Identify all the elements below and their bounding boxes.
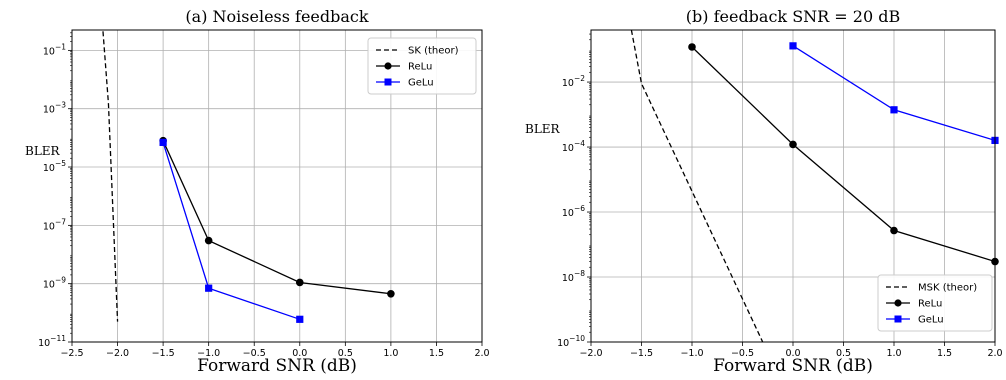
x-tick-label: 2.0 [987,348,1002,359]
x-tick-label: −1.5 [630,348,653,359]
x-tick-label: 1.0 [383,348,398,359]
legend-label-msk-theor: MSK (theor) [918,283,977,294]
y-tick-label: 10−4 [562,139,585,154]
x-tick-label: −0.5 [243,348,266,359]
plot-area [102,31,391,322]
legend-marker-gelu [384,78,392,86]
legend-label-gelu: GeLu [918,315,944,326]
chart-title: (b) feedback SNR = 20 dB [686,7,900,26]
y-axis-label: BLER [25,144,61,158]
y-tick-label: 10−6 [562,204,585,219]
data-point-relu [688,43,696,51]
series-line-msk-theor [630,30,764,342]
y-tick-label: 10−9 [43,276,66,291]
y-tick-label: 10−11 [38,334,66,349]
x-tick-label: 1.0 [886,348,901,359]
x-tick-label: 1.5 [429,348,444,359]
x-tick-label: 1.5 [937,348,952,359]
x-tick-label: 0.5 [836,348,851,359]
x-tick-label: 0.0 [292,348,307,359]
chart-title: (a) Noiseless feedback [185,7,368,26]
series-line-sk-theor [102,31,119,322]
x-tick-label: −0.5 [731,348,754,359]
data-point-gelu [159,138,167,146]
chart-panel-a: −2.5 −2.0 −1.5 −1.0 −0.5 0.0 0.5 1.0 1.5 2.010−11… [25,7,490,376]
x-tick-label: −2.0 [579,348,602,359]
legend-label-relu: ReLu [408,62,432,73]
data-point-gelu [205,284,213,292]
legend: SK (theor) ReLu GeLu [367,37,477,95]
data-point-relu [890,226,898,235]
legend-marker-gelu [894,315,902,323]
x-tick-label: 2.0 [474,348,489,359]
x-tick-label: −1.0 [680,348,703,359]
series-line-relu [691,46,995,263]
x-tick-label: 0.0 [785,348,800,359]
y-tick-label: 10−7 [43,217,66,232]
data-point-relu [387,289,395,298]
y-tick-label: 10−3 [43,101,66,116]
x-axis-label: Forward SNR (dB) [713,356,873,376]
x-tick-label: 0.5 [338,348,353,359]
legend-label-gelu: GeLu [408,78,434,89]
data-point-gelu [789,42,797,50]
y-tick-label: 10−5 [43,159,66,174]
y-tick-label: 10−2 [562,74,585,89]
x-tick-label: −2.5 [60,348,83,359]
legend-box [877,274,993,332]
data-point-relu [789,140,797,149]
x-tick-label: −2.0 [106,348,129,359]
series-line-relu [162,140,391,295]
legend-label-relu: ReLu [918,299,942,310]
legend-marker-relu [384,62,392,70]
data-point-relu [204,236,213,245]
y-tick-label: 10−8 [562,269,585,284]
series-line-gelu [162,142,300,320]
x-tick-label: −1.5 [152,348,175,359]
legend-marker-relu [894,299,902,307]
axes-frame [590,29,996,343]
y-axis-label: BLER [525,122,561,136]
legend: MSK (theor) ReLu GeLu [877,274,993,332]
x-tick-label: −1.0 [197,348,220,359]
data-point-relu [295,278,304,287]
legend-label-sk-theor: SK (theor) [408,46,459,57]
legend-box [367,37,477,95]
y-tick-label: 10−1 [43,42,66,57]
axes-frame [71,29,483,343]
y-tick-label: 10−10 [557,334,585,349]
chart-panel-b: −2.0 −1.5 −1.0 −0.5 0.0 0.5 1.0 1.5 2.0 10−10 10−8… [525,7,1003,376]
data-point-gelu [890,106,898,114]
data-point-gelu [296,315,304,323]
x-axis-label: Forward SNR (dB) [197,356,357,376]
